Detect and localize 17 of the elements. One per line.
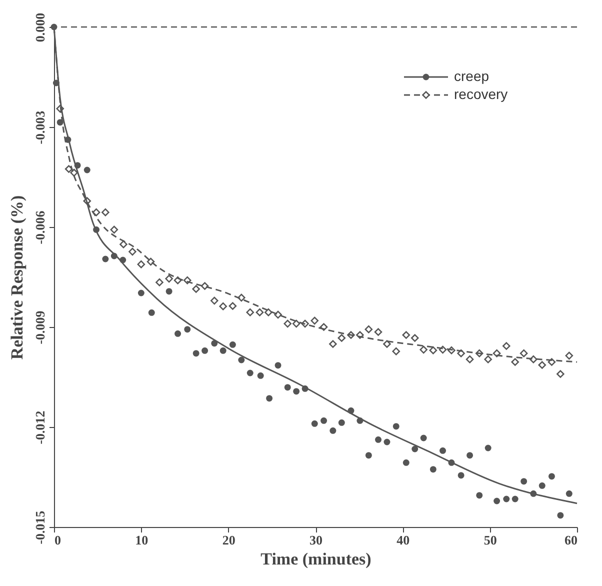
y-tick-label: -0.009 [32,310,48,344]
legend-label: recovery [454,86,508,102]
y-tick-label: -0.006 [32,210,48,244]
y-tick-label: -0.015 [32,510,48,544]
y-axis-title: Relative Response (%) [8,195,26,360]
x-tick-label: 60 [564,532,578,548]
x-tick-label: 10 [135,532,148,548]
x-tick-label: 50 [484,532,497,548]
y-tick-label: -0.012 [32,410,48,444]
legend-label: creep [454,68,490,84]
x-tick-label: 0 [54,532,61,548]
y-tick-label: 0.000 [32,12,48,42]
y-tick-label: -0.003 [32,110,48,144]
x-tick-label: 20 [222,532,236,548]
x-tick-label: 30 [310,532,322,548]
x-axis-title: Time (minutes) [260,550,372,568]
x-tick-label: 40 [396,532,410,548]
